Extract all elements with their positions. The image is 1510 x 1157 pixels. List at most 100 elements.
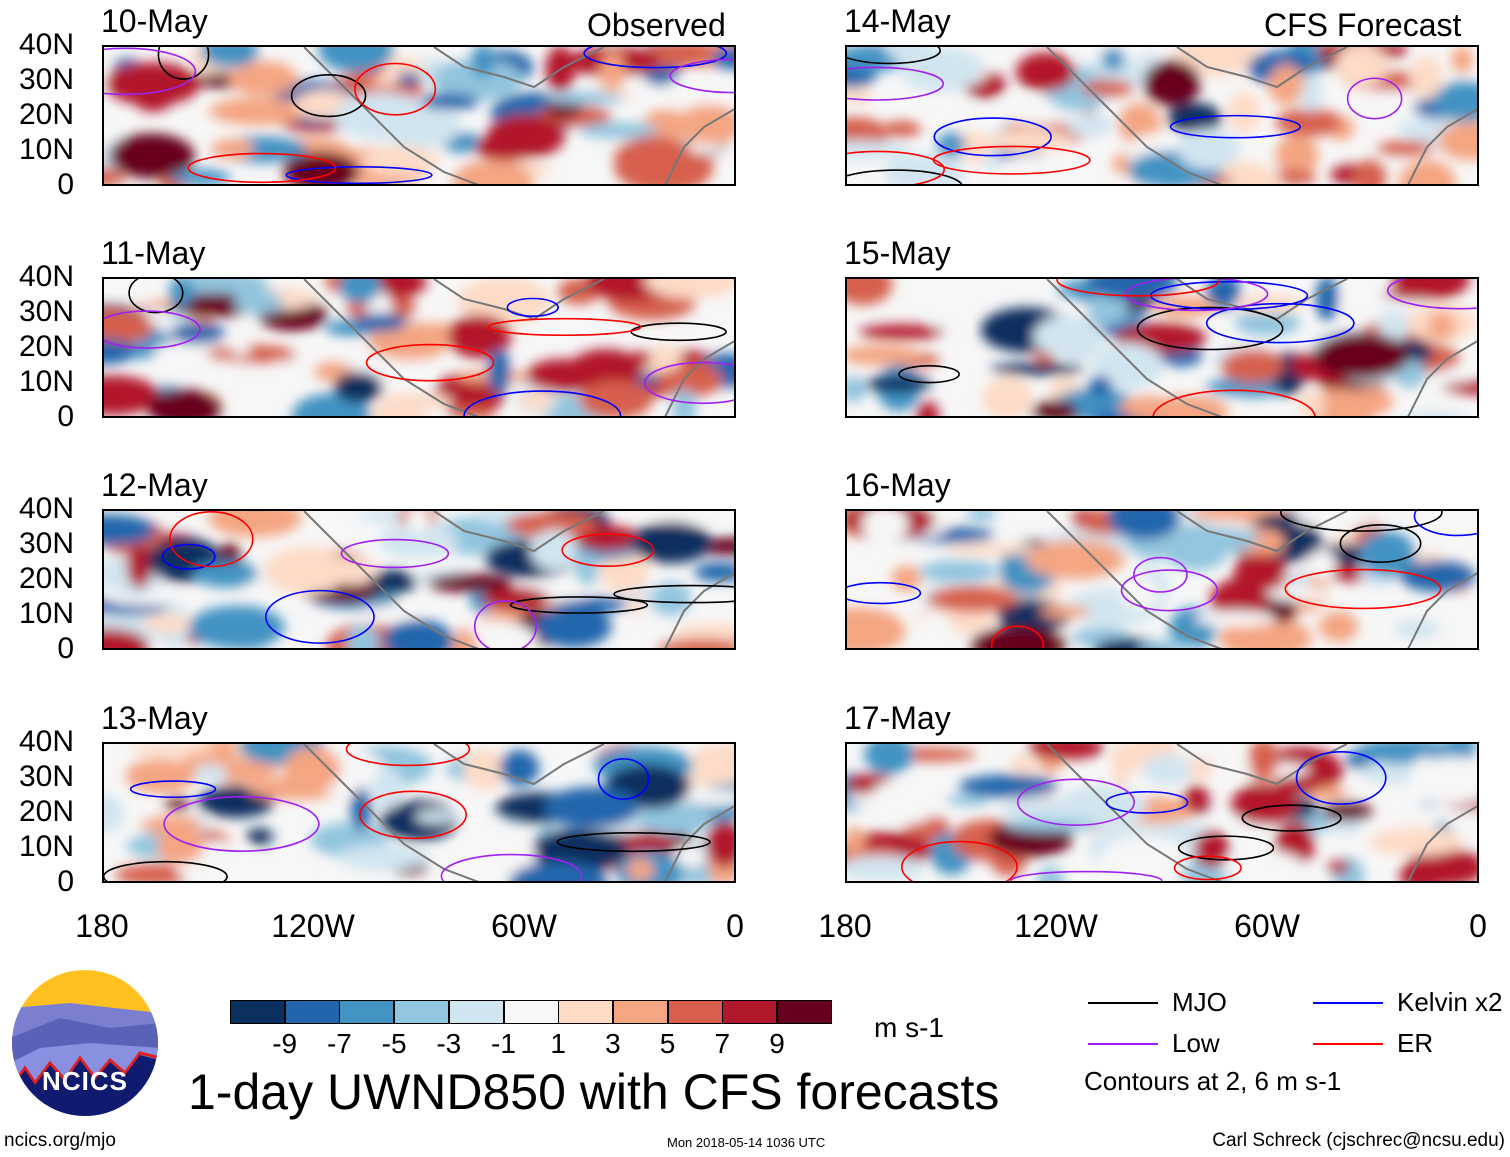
contour-er bbox=[187, 152, 337, 184]
anomaly-shade bbox=[164, 797, 191, 811]
contour-mjo bbox=[104, 860, 228, 881]
lat-label: 40N bbox=[18, 28, 74, 61]
anomaly-shade bbox=[1143, 59, 1201, 107]
anomaly-shade bbox=[1298, 390, 1325, 416]
anomaly-shade bbox=[1065, 112, 1113, 137]
colorbar-label: 3 bbox=[605, 1028, 621, 1059]
anomaly-shade bbox=[847, 279, 893, 306]
lat-label: 10N bbox=[18, 597, 74, 630]
colorbar-label: -1 bbox=[491, 1028, 516, 1059]
anomaly-shade bbox=[1358, 530, 1416, 578]
anomaly-shade bbox=[104, 794, 125, 833]
colorbar-label: 7 bbox=[714, 1028, 731, 1059]
anomaly-shade bbox=[1313, 332, 1410, 380]
contour-er bbox=[1173, 855, 1242, 881]
anomaly-shade bbox=[104, 309, 155, 346]
colorbar-swatch bbox=[339, 1000, 395, 1024]
anomaly-shade bbox=[1398, 160, 1456, 184]
anomaly-shade bbox=[104, 514, 156, 546]
anomaly-shade bbox=[847, 855, 926, 881]
anomaly-shade bbox=[946, 543, 1037, 556]
anomaly-shade bbox=[1410, 56, 1443, 100]
contour-mjo bbox=[1339, 523, 1422, 563]
anomaly-shade bbox=[509, 861, 608, 881]
anomaly-shade bbox=[336, 844, 429, 871]
contour-kelvin-x2 bbox=[264, 589, 375, 644]
lon-label: 180 bbox=[818, 908, 872, 944]
anomaly-shade bbox=[1248, 744, 1278, 782]
anomaly-shade bbox=[141, 815, 203, 836]
anomaly-shade bbox=[578, 122, 659, 139]
anomaly-shade bbox=[371, 767, 404, 810]
anomaly-shade bbox=[104, 628, 150, 648]
anomaly-shade bbox=[990, 363, 1085, 376]
lat-label: 30N bbox=[18, 63, 74, 96]
anomaly-shade bbox=[355, 312, 407, 333]
lat-label: 10N bbox=[18, 365, 74, 398]
contour-kelvin-x2 bbox=[1205, 302, 1355, 344]
lon-label: 120W bbox=[271, 908, 355, 944]
anomaly-shade bbox=[370, 401, 426, 416]
anomaly-shade bbox=[1220, 349, 1284, 384]
anomaly-shade bbox=[868, 778, 941, 825]
lat-label: 20N bbox=[18, 330, 74, 363]
contour-low bbox=[104, 47, 197, 96]
anomaly-shade bbox=[1036, 866, 1065, 881]
anomaly-shade bbox=[481, 587, 550, 611]
anomaly-shade bbox=[192, 561, 259, 588]
contour-mjo bbox=[556, 831, 711, 853]
panel-date: 12-May bbox=[101, 467, 208, 503]
contour-low bbox=[440, 853, 583, 881]
map-panel-14-May bbox=[845, 45, 1479, 186]
anomaly-shade bbox=[1381, 288, 1457, 301]
anomaly-shade bbox=[263, 546, 349, 595]
colorbar-units: m s-1 bbox=[874, 1012, 944, 1043]
colorbar-swatch bbox=[722, 1000, 778, 1024]
anomaly-shade bbox=[234, 290, 284, 315]
anomaly-shade bbox=[1268, 64, 1304, 106]
map-panel-13-May bbox=[102, 742, 736, 883]
lat-label: 20N bbox=[18, 562, 74, 595]
contour-kelvin-x2 bbox=[597, 758, 650, 800]
footer-url: ncics.org/mjo bbox=[4, 1130, 116, 1151]
anomaly-shade bbox=[1148, 395, 1229, 416]
colorbar-swatch bbox=[394, 1000, 450, 1024]
panel-date: 13-May bbox=[101, 700, 208, 736]
anomaly-shade bbox=[847, 140, 911, 160]
anomaly-shade bbox=[861, 511, 909, 542]
anomaly-shade bbox=[1233, 553, 1287, 589]
contour-kelvin-x2 bbox=[463, 390, 622, 416]
anomaly-shade bbox=[958, 774, 1058, 798]
anomaly-shade bbox=[431, 58, 524, 101]
footer-author: Carl Schreck (cjschrec@ncsu.edu) bbox=[1212, 1130, 1505, 1151]
contour-kelvin-x2 bbox=[129, 780, 217, 799]
ncics-logo-icon bbox=[12, 970, 158, 1116]
anomaly-shade bbox=[600, 52, 626, 91]
panel-date: 11-May bbox=[101, 235, 206, 271]
anomaly-shade bbox=[543, 786, 640, 829]
contour-low bbox=[1016, 778, 1136, 826]
lat-label: 30N bbox=[18, 760, 74, 793]
contour-er bbox=[1056, 279, 1221, 297]
map-panel-10-May bbox=[102, 45, 736, 186]
lat-label: 20N bbox=[18, 795, 74, 828]
anomaly-shade bbox=[1328, 860, 1350, 875]
anomaly-shade bbox=[457, 279, 552, 326]
lon-label: 0 bbox=[1469, 908, 1487, 944]
lon-label: 60W bbox=[491, 908, 557, 944]
anomaly-shade bbox=[643, 279, 734, 299]
lat-label: 40N bbox=[18, 725, 74, 758]
colorbar-swatch bbox=[612, 1000, 668, 1024]
anomaly-shade bbox=[658, 639, 734, 648]
anomaly-shade bbox=[452, 627, 478, 648]
anomaly-shade bbox=[535, 604, 612, 648]
anomaly-shade bbox=[147, 389, 222, 416]
anomaly-shade bbox=[694, 562, 734, 582]
panel-date: 16-May bbox=[844, 467, 951, 503]
anomaly-shade bbox=[865, 375, 932, 393]
map-panel-11-May bbox=[102, 277, 736, 418]
anomaly-shade bbox=[1090, 412, 1132, 416]
map-panel-12-May bbox=[102, 509, 736, 650]
anomaly-shade bbox=[208, 97, 308, 125]
anomaly-shade bbox=[427, 573, 513, 593]
